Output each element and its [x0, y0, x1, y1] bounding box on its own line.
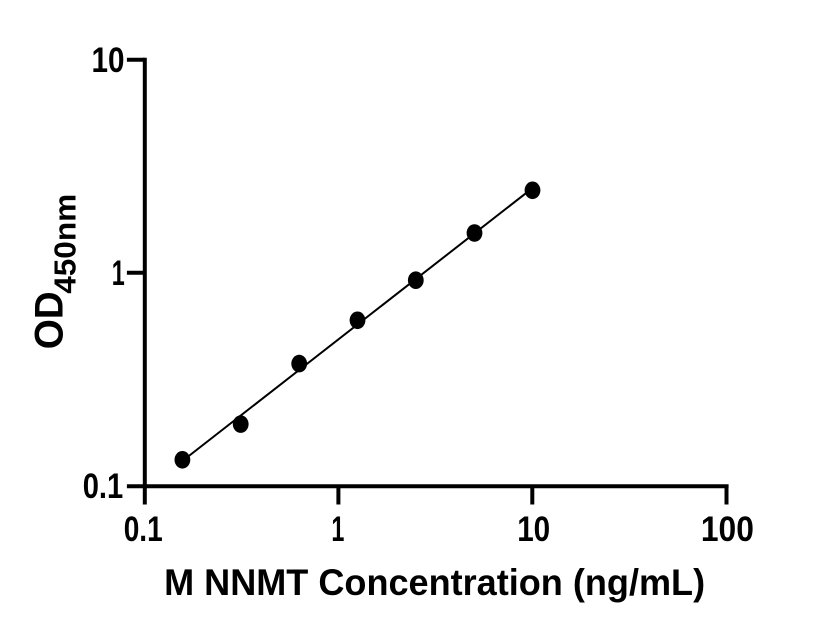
- svg-text:1: 1: [112, 253, 125, 293]
- svg-text:0.1: 0.1: [83, 466, 124, 506]
- svg-text:OD450nm: OD450nm: [28, 194, 83, 350]
- svg-text:10: 10: [517, 509, 550, 549]
- svg-text:M NNMT Concentration (ng/mL): M NNMT Concentration (ng/mL): [164, 561, 705, 603]
- svg-text:0.1: 0.1: [124, 509, 163, 549]
- svg-text:1: 1: [331, 509, 344, 549]
- svg-text:100: 100: [701, 509, 754, 549]
- svg-text:10: 10: [92, 40, 125, 80]
